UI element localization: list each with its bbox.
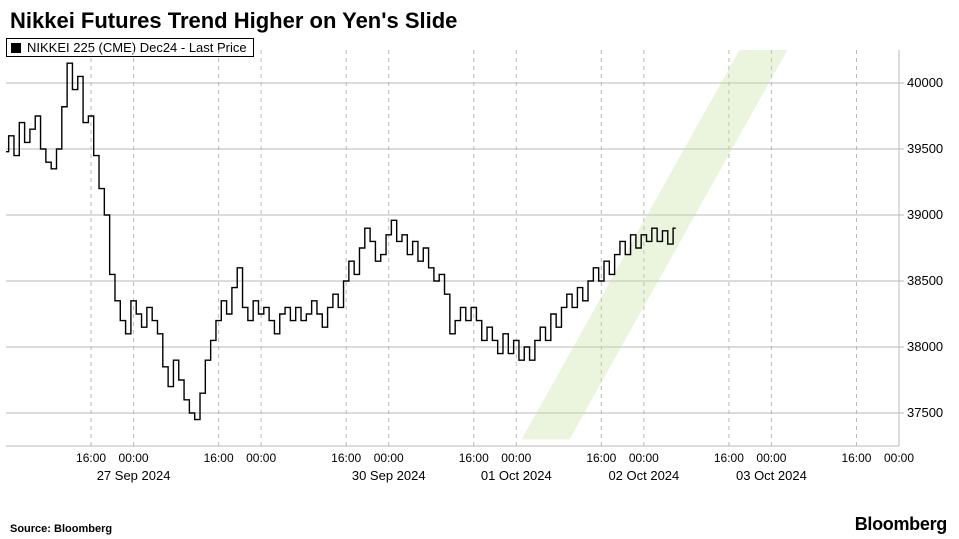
source-label: Source: Bloomberg xyxy=(10,523,112,535)
x-time-label: 16:00 xyxy=(76,451,106,465)
x-time-label: 16:00 xyxy=(714,451,744,465)
x-date-label: 03 Oct 2024 xyxy=(736,468,807,483)
x-time-label: 00:00 xyxy=(374,451,404,465)
x-time-label: 16:00 xyxy=(586,451,616,465)
y-tick-label: 37500 xyxy=(907,405,943,420)
chart-svg: 37500 38000 38500 39000 39500 40000 16:00 00:00… xyxy=(0,48,959,508)
x-date-label: 27 Sep 2024 xyxy=(97,468,171,483)
chart-area: 37500 38000 38500 39000 39500 40000 16:00 00:00… xyxy=(0,48,959,508)
y-tick-label: 38500 xyxy=(907,273,943,288)
x-time-label: 00:00 xyxy=(501,451,531,465)
y-tick-label: 40000 xyxy=(907,75,943,90)
x-date-label: 30 Sep 2024 xyxy=(352,468,426,483)
x-time-label: 00:00 xyxy=(756,451,786,465)
x-time-label: 16:00 xyxy=(841,451,871,465)
brand-label: Bloomberg xyxy=(855,514,947,535)
x-date-label: 02 Oct 2024 xyxy=(608,468,679,483)
x-time-label: 00:00 xyxy=(119,451,149,465)
y-tick-label: 39500 xyxy=(907,141,943,156)
x-time-label: 16:00 xyxy=(204,451,234,465)
chart-title: Nikkei Futures Trend Higher on Yen's Sli… xyxy=(0,0,959,38)
x-time-label: 16:00 xyxy=(459,451,489,465)
x-time-label: 16:00 xyxy=(331,451,361,465)
x-time-label: 00:00 xyxy=(884,451,914,465)
y-tick-label: 38000 xyxy=(907,339,943,354)
y-tick-label: 39000 xyxy=(907,207,943,222)
trend-channel xyxy=(522,50,788,439)
x-time-label: 00:00 xyxy=(246,451,276,465)
x-date-label: 01 Oct 2024 xyxy=(481,468,552,483)
x-time-label: 00:00 xyxy=(629,451,659,465)
